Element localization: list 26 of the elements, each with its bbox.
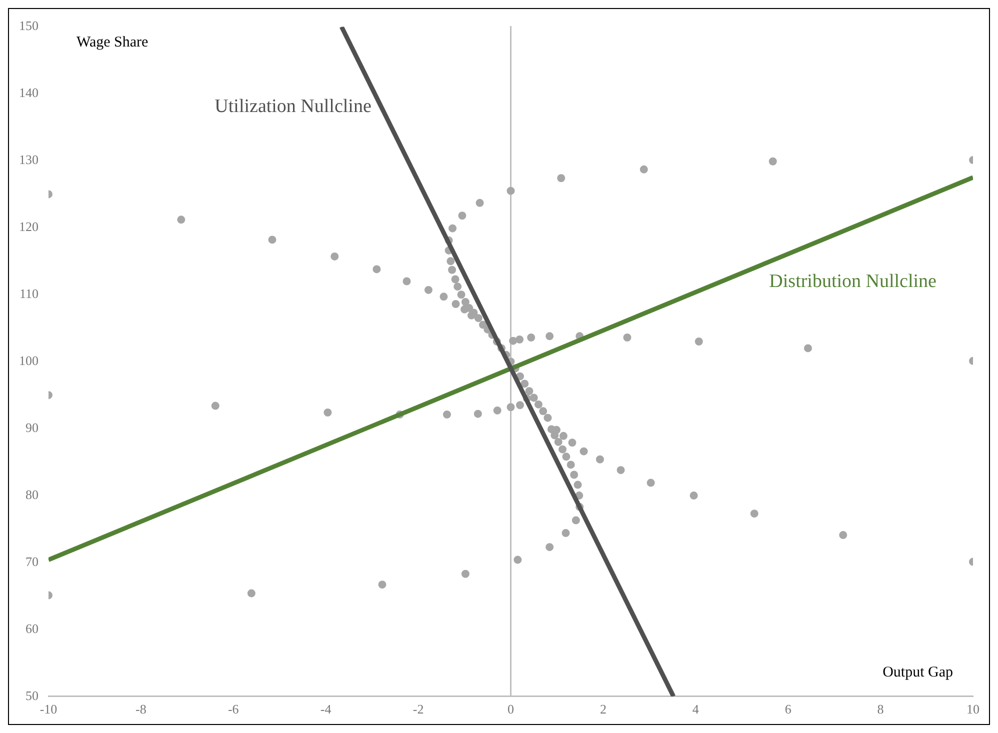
x-tick-label: 6 (784, 702, 792, 717)
x-axis-title: Output Gap (882, 664, 953, 680)
x-tick-label: -6 (228, 702, 240, 717)
y-axis-title: Wage Share (76, 34, 149, 51)
y-tick-label: 110 (19, 286, 38, 302)
x-tick-label: 8 (877, 702, 884, 717)
series-label: Utilization Nullcline (214, 96, 372, 118)
x-tick-label: -8 (136, 702, 146, 717)
y-tick-label: 80 (26, 486, 38, 502)
x-tick-label: -4 (320, 702, 332, 717)
y-tick-label: 70 (26, 554, 38, 569)
x-tick-label: -10 (40, 702, 58, 717)
y-tick-label: 130 (19, 152, 38, 168)
y-tick-label: 90 (26, 420, 38, 435)
y-tick-label: 120 (19, 219, 38, 234)
y-tick-label: 50 (26, 688, 38, 703)
x-tick-label: -2 (412, 702, 424, 717)
y-tick-label: 60 (26, 620, 38, 636)
x-tick-label: 2 (600, 702, 606, 717)
y-tick-label: 100 (19, 353, 38, 368)
y-tick-label: 140 (19, 85, 38, 100)
x-tick-label: 10 (966, 702, 980, 717)
series-label: Distribution Nullcline (769, 271, 936, 292)
x-tick-label: 4 (692, 702, 700, 717)
x-tick-label: 0 (508, 702, 514, 717)
y-tick-label: 150 (19, 18, 38, 34)
